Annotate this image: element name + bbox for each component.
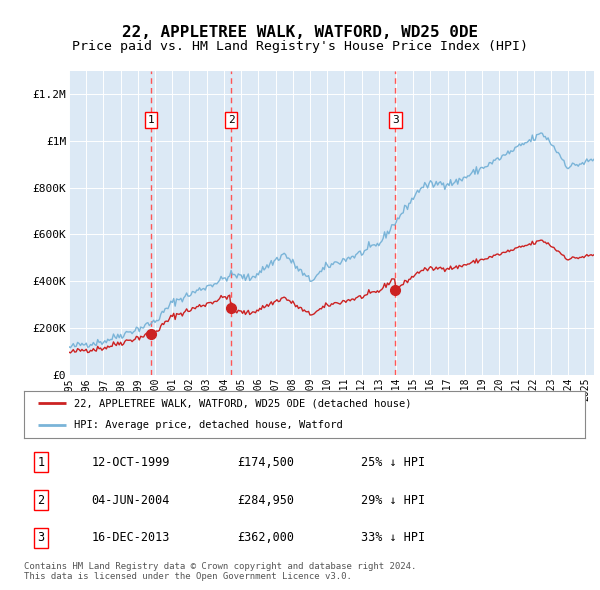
Text: 3: 3 xyxy=(392,115,399,125)
Text: 33% ↓ HPI: 33% ↓ HPI xyxy=(361,532,425,545)
Text: 1: 1 xyxy=(148,115,155,125)
Text: 16-DEC-2013: 16-DEC-2013 xyxy=(91,532,170,545)
Text: 3: 3 xyxy=(37,532,44,545)
Text: 12-OCT-1999: 12-OCT-1999 xyxy=(91,455,170,468)
Text: 22, APPLETREE WALK, WATFORD, WD25 0DE (detached house): 22, APPLETREE WALK, WATFORD, WD25 0DE (d… xyxy=(74,398,412,408)
Text: 1: 1 xyxy=(37,455,44,468)
Text: Contains HM Land Registry data © Crown copyright and database right 2024.
This d: Contains HM Land Registry data © Crown c… xyxy=(24,562,416,581)
Text: HPI: Average price, detached house, Watford: HPI: Average price, detached house, Watf… xyxy=(74,420,343,430)
Text: 22, APPLETREE WALK, WATFORD, WD25 0DE: 22, APPLETREE WALK, WATFORD, WD25 0DE xyxy=(122,25,478,40)
Text: 29% ↓ HPI: 29% ↓ HPI xyxy=(361,493,425,507)
Text: £174,500: £174,500 xyxy=(237,455,294,468)
Text: 2: 2 xyxy=(228,115,235,125)
Text: 2: 2 xyxy=(37,493,44,507)
Text: 25% ↓ HPI: 25% ↓ HPI xyxy=(361,455,425,468)
Text: 04-JUN-2004: 04-JUN-2004 xyxy=(91,493,170,507)
Text: £362,000: £362,000 xyxy=(237,532,294,545)
Text: £284,950: £284,950 xyxy=(237,493,294,507)
Text: Price paid vs. HM Land Registry's House Price Index (HPI): Price paid vs. HM Land Registry's House … xyxy=(72,40,528,53)
